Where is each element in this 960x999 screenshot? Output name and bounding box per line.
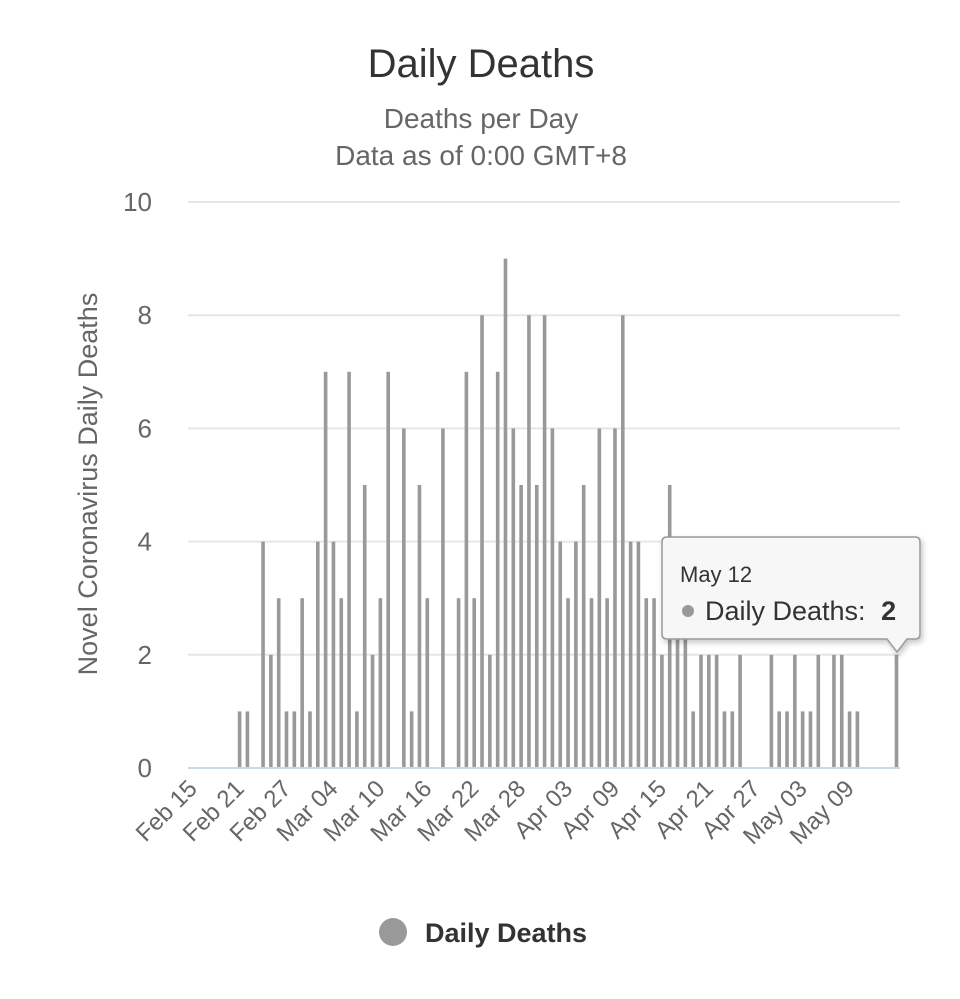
bar-day-75[interactable] <box>785 711 789 768</box>
bar-day-56[interactable] <box>636 541 641 768</box>
bar-day-39[interactable] <box>503 258 508 768</box>
y-tick-label-8: 8 <box>138 300 152 330</box>
bar-day-29[interactable] <box>425 598 430 768</box>
bar-day-6[interactable] <box>245 711 250 768</box>
y-tick-label-0: 0 <box>138 753 152 783</box>
y-axis-ticks: 0 2 4 6 8 10 <box>123 187 152 783</box>
bar-day-77[interactable] <box>800 711 805 768</box>
bar-day-37[interactable] <box>488 654 492 768</box>
bar-day-16[interactable] <box>323 371 328 768</box>
tooltip <box>661 536 921 654</box>
bar-day-24[interactable] <box>386 371 390 768</box>
bar-day-15[interactable] <box>316 541 320 768</box>
bar-day-64[interactable] <box>699 654 703 768</box>
bar-day-83[interactable] <box>847 711 852 768</box>
bar-day-26[interactable] <box>402 428 406 768</box>
bar-day-62[interactable] <box>683 598 688 768</box>
tooltip-date: May 12 <box>680 562 752 587</box>
tooltip-value: 2 <box>881 596 896 626</box>
bar-day-5[interactable] <box>237 711 242 768</box>
bar-day-41[interactable] <box>519 485 523 768</box>
bar-day-17[interactable] <box>331 541 336 768</box>
bar-day-10[interactable] <box>276 598 281 768</box>
bar-day-73[interactable] <box>769 654 774 768</box>
bar-day-38[interactable] <box>495 371 500 768</box>
bar-day-48[interactable] <box>574 541 578 768</box>
bar-day-51[interactable] <box>597 428 602 768</box>
legend-marker-icon <box>379 918 407 946</box>
bar-day-27[interactable] <box>409 711 414 768</box>
bars <box>237 258 899 768</box>
bar-day-45[interactable] <box>550 428 555 768</box>
bar-day-14[interactable] <box>308 711 312 768</box>
bar-day-23[interactable] <box>378 598 383 768</box>
chart-subtitle-line-2: Data as of 0:00 GMT+8 <box>335 140 627 171</box>
bar-day-19[interactable] <box>347 371 351 768</box>
bar-day-76[interactable] <box>793 654 797 768</box>
bar-day-33[interactable] <box>456 598 461 768</box>
bar-day-67[interactable] <box>722 711 727 768</box>
tooltip-box <box>661 536 921 654</box>
bar-day-79[interactable] <box>816 654 821 768</box>
bar-day-63[interactable] <box>691 711 695 768</box>
y-tick-label-2: 2 <box>138 640 152 670</box>
bar-day-82[interactable] <box>839 654 844 768</box>
bar-day-84[interactable] <box>855 711 860 768</box>
bar-day-52[interactable] <box>605 598 609 768</box>
bar-day-55[interactable] <box>628 541 633 768</box>
y-tick-label-10: 10 <box>123 187 152 217</box>
legend-item[interactable]: Daily Deaths <box>379 918 587 948</box>
bar-day-50[interactable] <box>589 598 594 768</box>
bar-day-9[interactable] <box>269 654 273 768</box>
bar-day-31[interactable] <box>441 428 445 768</box>
bar-day-49[interactable] <box>581 485 586 768</box>
tooltip-series-text: Daily Deaths: 2 <box>705 596 896 626</box>
bar-day-11[interactable] <box>284 711 289 768</box>
bar-day-78[interactable] <box>808 711 813 768</box>
bar-day-65[interactable] <box>707 654 711 768</box>
bar-day-57[interactable] <box>644 598 649 768</box>
bar-day-22[interactable] <box>370 654 375 768</box>
bar-day-12[interactable] <box>292 711 297 768</box>
bar-day-34[interactable] <box>464 371 469 768</box>
y-tick-label-4: 4 <box>138 527 152 557</box>
bar-day-44[interactable] <box>542 315 547 768</box>
bar-day-28[interactable] <box>417 485 422 768</box>
y-axis-label: Novel Coronavirus Daily Deaths <box>73 293 103 676</box>
bar-day-66[interactable] <box>714 654 719 768</box>
bar-day-74[interactable] <box>777 711 781 768</box>
bar-day-69[interactable] <box>738 654 742 768</box>
bar-day-61[interactable] <box>675 598 680 768</box>
legend-label: Daily Deaths <box>425 918 587 948</box>
bar-day-8[interactable] <box>261 541 265 768</box>
bar-day-68[interactable] <box>730 711 735 768</box>
bar-day-46[interactable] <box>558 541 563 768</box>
bar-day-36[interactable] <box>480 315 484 768</box>
bar-day-42[interactable] <box>527 315 531 768</box>
bar-day-59[interactable] <box>660 654 664 768</box>
bar-day-58[interactable] <box>652 598 656 768</box>
y-tick-label-6: 6 <box>138 413 152 443</box>
bar-day-53[interactable] <box>613 428 617 768</box>
bar-day-47[interactable] <box>566 598 570 768</box>
bar-day-18[interactable] <box>339 598 344 768</box>
chart-subtitle-line-1: Deaths per Day <box>384 103 579 134</box>
bar-day-43[interactable] <box>534 485 539 768</box>
bar-day-40[interactable] <box>511 428 516 768</box>
chart-title: Daily Deaths <box>368 42 595 86</box>
bar-day-35[interactable] <box>472 598 477 768</box>
bar-day-20[interactable] <box>355 711 359 768</box>
tooltip-series-label: Daily Deaths: <box>705 596 866 626</box>
tooltip-marker-icon <box>682 605 694 617</box>
bar-day-54[interactable] <box>620 315 625 768</box>
bar-day-13[interactable] <box>300 598 304 768</box>
bar-day-21[interactable] <box>362 485 367 768</box>
bar-day-81[interactable] <box>832 654 836 768</box>
bar-day-89[interactable] <box>894 654 899 768</box>
